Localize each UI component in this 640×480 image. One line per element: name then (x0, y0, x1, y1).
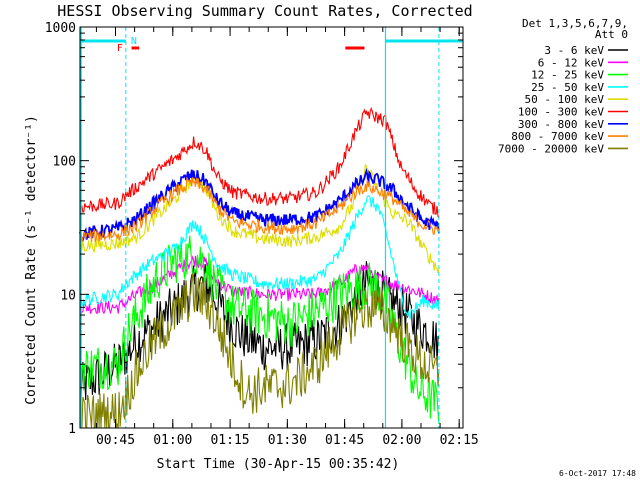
night-flag-label: N (131, 36, 137, 47)
timestamp: 6-Oct-2017 17:48 (559, 469, 636, 478)
x-tick-label: 00:45 (96, 433, 135, 448)
series-line-8 (79, 176, 440, 243)
legend-label-6: 100 - 300 keV (518, 106, 604, 119)
x-axis-label: Start Time (30-Apr-15 00:35:42) (157, 457, 400, 472)
x-tick-label: 02:15 (440, 433, 479, 448)
legend-label-9: 7000 - 20000 keV (498, 142, 604, 155)
series-layer (79, 106, 440, 429)
y-tick-label: 1 (68, 422, 76, 437)
flare-flag-label: F (117, 43, 123, 54)
axis-layer: 1 10 100 1000 00:45 01:00 01:15 01:30 01:45 02:00… (45, 21, 479, 448)
series-line-2 (79, 255, 440, 316)
series-line-6 (79, 106, 440, 218)
chart-title: HESSI Observing Summary Count Rates, Cor… (57, 2, 472, 20)
legend-title-line-2: Att 0 (595, 28, 628, 41)
y-tick-label: 1000 (45, 21, 76, 36)
y-axis-label: Corrected Count Rate (s⁻¹ detector⁻¹) (24, 115, 39, 405)
x-tick-label: 02:00 (382, 433, 421, 448)
y-tick-label: 100 (53, 155, 76, 170)
x-tick-label: 01:30 (268, 433, 307, 448)
plot-frame (79, 26, 464, 429)
x-tick-label: 01:45 (325, 433, 364, 448)
legend-label-2: 6 - 12 keV (538, 56, 605, 69)
series-line-3 (79, 235, 440, 424)
legend-label-5: 50 - 100 keV (525, 93, 605, 106)
legend-title-line-1: Det 1,3,5,6,7,9, (522, 17, 628, 30)
series-line-4 (79, 195, 440, 320)
x-tick-label: 01:00 (153, 433, 192, 448)
series-line-7 (79, 167, 440, 242)
series-line-5 (79, 163, 440, 274)
series-line-9 (79, 273, 440, 429)
legend-label-3: 12 - 25 keV (531, 69, 604, 82)
x-tick-label: 01:15 (210, 433, 249, 448)
overlay-layer: NF (80, 27, 463, 428)
legend-label-8: 800 - 7000 keV (511, 130, 604, 143)
legend-label-7: 300 - 800 keV (518, 118, 604, 131)
legend-label-4: 25 - 50 keV (531, 81, 604, 94)
y-tick-label: 10 (60, 288, 76, 303)
legend-label-1: 3 - 6 keV (544, 44, 604, 57)
